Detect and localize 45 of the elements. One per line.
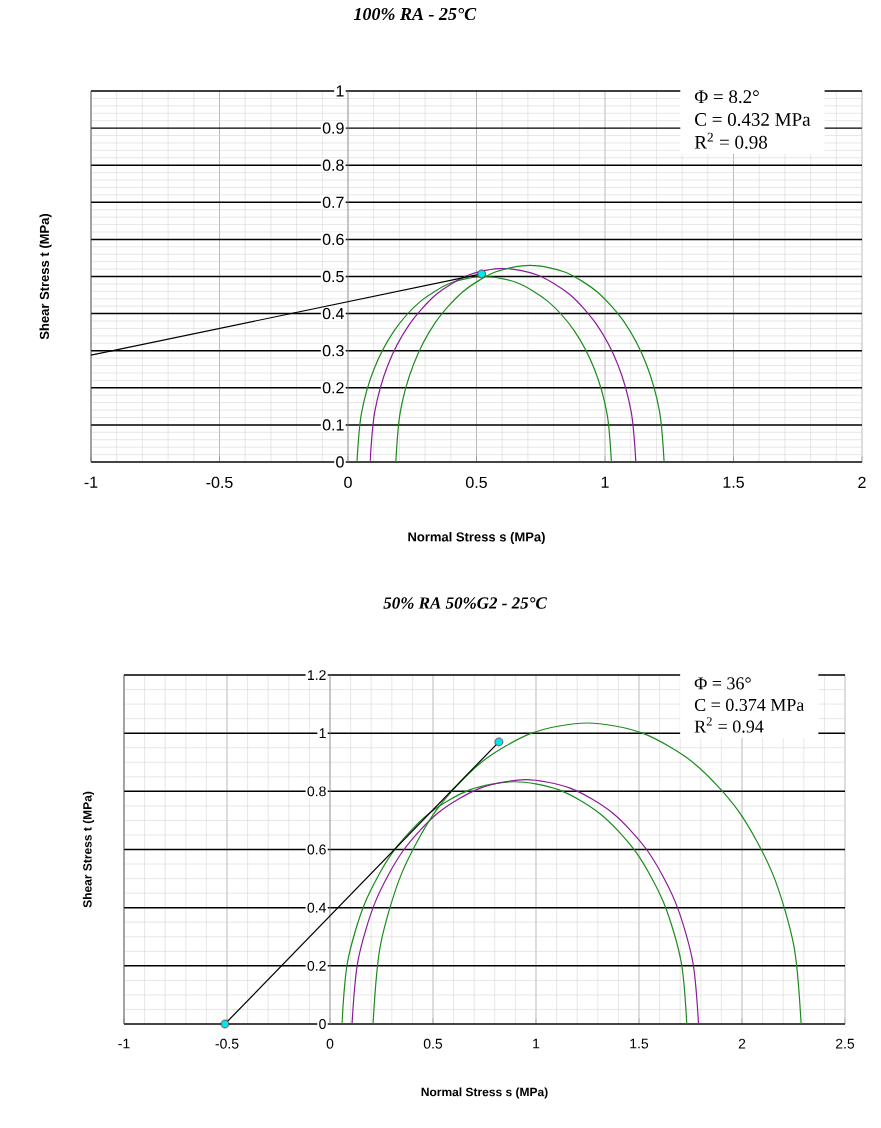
y-tick-label: 0.3 bbox=[322, 345, 344, 357]
y-tick-label: 0.8 bbox=[322, 159, 344, 171]
y-tick-label: 1.2 bbox=[308, 670, 326, 680]
annotation: Φ = 36° bbox=[694, 677, 751, 690]
x-tick-label: 2 bbox=[738, 1038, 746, 1049]
y-tick-label: 0.2 bbox=[307, 960, 326, 971]
y-axis-title: Shear Stress t (MPa) bbox=[82, 791, 95, 908]
x-tick-label: 2 bbox=[858, 476, 866, 488]
line-series bbox=[369, 267, 637, 463]
x-axis-title: Normal Stress s (MPa) bbox=[408, 531, 545, 545]
annotation: R$^{2}$ = 0.94 bbox=[694, 717, 764, 733]
y-tick-label: 0 bbox=[319, 1019, 326, 1029]
y-axis-title: Shear Stress t (MPa) bbox=[39, 213, 52, 340]
x-axis-title: Normal Stress s (MPa) bbox=[421, 1087, 548, 1099]
annotation: Φ = 8.2° bbox=[694, 90, 759, 104]
x-tick-label: 1.5 bbox=[723, 476, 744, 488]
y-tick-label: 0.7 bbox=[322, 196, 344, 208]
chart-title: 50% RA 50%G2 - 25°C bbox=[383, 597, 547, 609]
x-tick-label: 0.5 bbox=[423, 1038, 443, 1049]
x-tick-label: -0.5 bbox=[215, 1038, 239, 1049]
y-tick-label: 0.6 bbox=[322, 233, 344, 246]
y-tick-label: 0.9 bbox=[322, 122, 344, 134]
y-tick-label: 0.2 bbox=[322, 382, 344, 394]
y-tick-label: 1 bbox=[336, 85, 344, 97]
x-tick-label: 2.5 bbox=[835, 1038, 855, 1049]
x-tick-label: -1 bbox=[118, 1038, 130, 1049]
x-tick-label: 1 bbox=[601, 476, 609, 488]
annotation: C = 0.432 MPa bbox=[695, 113, 811, 126]
x-tick-label: 0 bbox=[344, 476, 352, 489]
annotation: C = 0.374 MPa bbox=[694, 698, 805, 712]
y-tick-label: 0.5 bbox=[322, 270, 344, 283]
x-tick-label: 0.5 bbox=[466, 476, 487, 489]
y-tick-label: 0.1 bbox=[322, 419, 344, 431]
y-tick-label: 0.6 bbox=[307, 844, 326, 855]
y-tick-label: 0.4 bbox=[307, 902, 326, 913]
x-tick-label: 1 bbox=[533, 1038, 540, 1049]
chart-title: 100% RA - 25°C bbox=[353, 7, 477, 21]
y-tick-label: 0.4 bbox=[322, 307, 344, 320]
x-tick-label: 1.5 bbox=[630, 1038, 649, 1049]
annotation: R$^{2}$ = 0.98 bbox=[694, 132, 768, 149]
y-tick-label: 0.8 bbox=[307, 786, 326, 797]
y-tick-label: 0 bbox=[336, 456, 344, 468]
x-tick-label: -1 bbox=[84, 476, 98, 488]
x-tick-label: -0.5 bbox=[206, 476, 233, 489]
y-tick-label: 1 bbox=[319, 728, 326, 738]
